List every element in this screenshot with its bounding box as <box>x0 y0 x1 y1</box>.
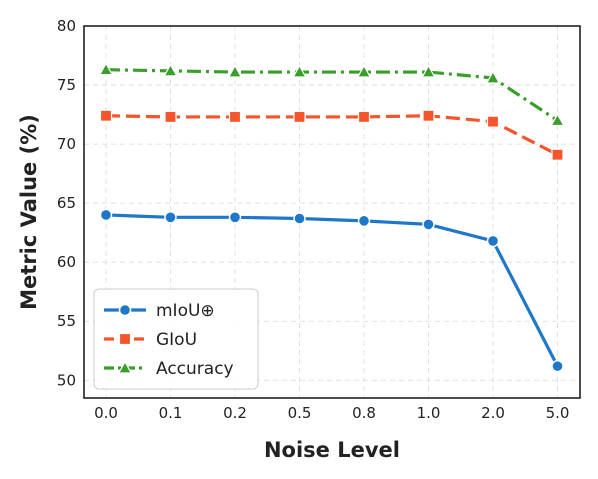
x-tick-label: 5.0 <box>546 404 570 422</box>
data-point <box>551 148 564 161</box>
x-tick-label: 0.8 <box>352 404 376 422</box>
data-point <box>357 110 371 124</box>
y-tick-label: 70 <box>57 135 76 153</box>
data-point <box>99 208 113 222</box>
data-point <box>98 62 114 76</box>
data-point <box>163 63 178 77</box>
series-line <box>105 114 559 157</box>
x-tick-label: 0.0 <box>94 404 118 422</box>
data-point <box>357 214 371 228</box>
legend-marker <box>117 360 133 374</box>
data-point <box>293 110 306 124</box>
data-point <box>486 115 500 128</box>
data-point <box>99 109 113 122</box>
legend-label: mIoU⊕ <box>156 301 215 321</box>
y-tick-label: 50 <box>57 371 76 389</box>
legend-label: Accuracy <box>156 359 234 379</box>
tick-labels: 0.0 0.1 0.2 0.5 0.8 1.0 2.0 5.0 50 55 60 65 70 75 80 <box>57 17 570 422</box>
legend-marker <box>118 303 132 317</box>
data-point <box>293 212 306 225</box>
data-point <box>356 64 372 78</box>
data-point <box>421 64 436 78</box>
plot-frame <box>83 25 581 399</box>
legend: mIoU⊕ GIoU Accuracy <box>93 288 259 390</box>
legend-marker <box>118 332 132 346</box>
data-point <box>228 211 242 224</box>
data-point <box>164 110 177 124</box>
data-point <box>422 109 435 122</box>
x-tick-label: 2.0 <box>481 404 505 422</box>
x-tick-label: 0.1 <box>159 404 183 422</box>
series-triangle <box>98 62 565 127</box>
y-tick-label: 75 <box>57 76 76 94</box>
series-circle <box>99 208 564 373</box>
data-point <box>550 113 565 127</box>
x-axis-title: Noise Level <box>264 438 400 462</box>
series-line <box>105 68 559 122</box>
data-point <box>228 110 242 124</box>
data-point <box>485 70 501 84</box>
data-point <box>292 64 307 78</box>
legend-box <box>93 288 259 390</box>
data-point <box>551 359 564 373</box>
y-tick-label: 55 <box>57 312 76 330</box>
data-point <box>164 211 177 224</box>
series-line <box>105 213 559 367</box>
x-tick-label: 0.2 <box>223 404 247 422</box>
legend-label: GIoU <box>156 330 197 350</box>
data-point <box>227 64 243 78</box>
series-layer <box>98 62 565 373</box>
y-tick-label: 65 <box>57 194 76 212</box>
data-point <box>422 218 435 231</box>
series-square <box>99 109 564 161</box>
data-point <box>486 234 500 248</box>
y-tick-label: 60 <box>57 253 76 271</box>
y-tick-label: 80 <box>57 17 76 35</box>
x-tick-label: 1.0 <box>417 404 441 422</box>
y-axis-title: Metric Value (%) <box>17 114 41 310</box>
x-tick-label: 0.5 <box>288 404 312 422</box>
